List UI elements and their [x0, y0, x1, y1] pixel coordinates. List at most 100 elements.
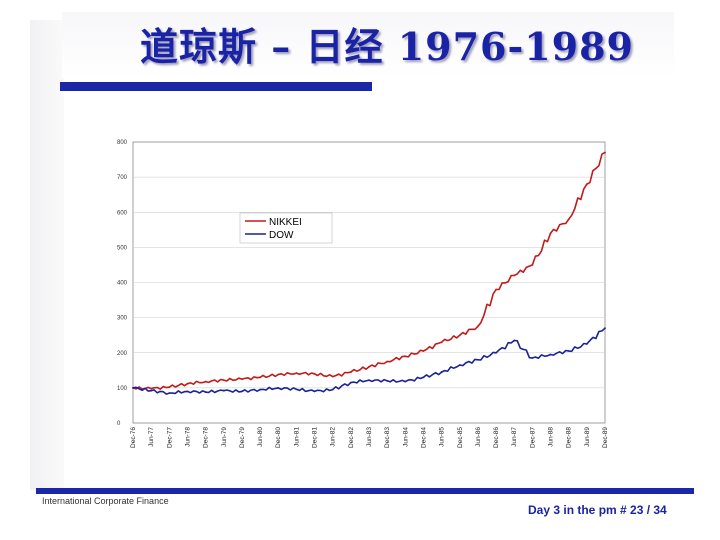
data-point-nikkei — [259, 376, 261, 379]
data-point-nikkei — [404, 355, 407, 358]
data-point-dow — [477, 358, 479, 361]
x-tick-label: Jun-78 — [184, 427, 191, 447]
y-tick-label: 0 — [117, 421, 121, 427]
x-axis-labels: Dec-76 Jun-77 Dec-77 Jun-78 Dec-78 Jun-79 Dec-… — [130, 427, 609, 448]
data-point-nikkei — [495, 288, 497, 291]
y-tick-label: 600 — [117, 210, 128, 216]
x-tick-label: Dec-79 — [239, 427, 246, 448]
footer-course-name: International Corporate Finance — [42, 496, 169, 506]
data-point-dow — [186, 390, 189, 393]
data-point-dow — [168, 392, 171, 395]
x-tick-label: Dec-82 — [348, 427, 355, 448]
data-point-nikkei — [477, 325, 479, 328]
chart-container: 0 100 200 300 400 500 600 700 800 Dec-76 Jun-77 De… — [108, 134, 609, 460]
data-point-dow — [404, 380, 407, 383]
gridlines — [133, 176, 605, 389]
x-tick-label: Dec-85 — [457, 427, 464, 448]
x-tick-label: Jun-85 — [439, 427, 446, 447]
x-tick-label: Dec-84 — [420, 427, 427, 448]
x-tick-label: Jun-81 — [293, 427, 300, 447]
legend-box — [239, 212, 333, 244]
data-point-nikkei — [277, 373, 280, 376]
data-point-dow — [241, 390, 243, 393]
data-point-dow — [549, 353, 552, 356]
data-point-dow — [458, 364, 461, 366]
data-point-dow — [368, 379, 370, 382]
x-tick-label: Jun-82 — [330, 427, 337, 447]
data-point-dow — [204, 391, 207, 393]
data-point-nikkei — [567, 218, 570, 221]
data-point-dow — [295, 388, 298, 391]
data-point-nikkei — [204, 380, 207, 383]
data-point-nikkei — [368, 365, 370, 368]
data-point-nikkei — [349, 371, 352, 373]
legend-label-nikkei: NIKKEI — [269, 217, 302, 228]
title-underline-bar — [60, 82, 372, 91]
data-point-nikkei — [549, 232, 552, 235]
data-point-nikkei — [531, 264, 534, 266]
footer-page-number: Day 3 in the pm # 23 / 34 — [528, 503, 667, 517]
x-tick-label: Jun-83 — [366, 427, 373, 447]
data-point-dow — [531, 357, 534, 359]
x-tick-label: Jun-89 — [584, 427, 591, 447]
x-tick-label: Dec-83 — [384, 427, 391, 448]
legend: NIKKEI DOW — [239, 212, 333, 244]
data-point-nikkei — [513, 274, 516, 277]
x-tick-label: Dec-76 — [130, 427, 137, 448]
data-point-dow — [277, 386, 280, 389]
data-point-dow — [604, 327, 606, 330]
data-point-nikkei — [604, 151, 606, 154]
data-point-nikkei — [386, 360, 389, 363]
series-lines — [132, 151, 606, 395]
decorative-side-panel — [30, 20, 64, 490]
x-tick-label: Jun-87 — [511, 427, 518, 447]
legend-label-dow: DOW — [269, 230, 294, 241]
x-tick-label: Dec-77 — [166, 427, 173, 448]
data-point-nikkei — [295, 372, 298, 375]
y-tick-label: 200 — [117, 351, 128, 357]
data-point-dow — [259, 388, 261, 391]
y-axis-labels: 0 100 200 300 400 500 600 700 800 — [117, 140, 128, 427]
data-point-nikkei — [313, 372, 316, 375]
data-point-dow — [313, 390, 316, 393]
y-tick-label: 400 — [117, 281, 128, 287]
footer-bar — [36, 488, 694, 494]
y-tick-label: 100 — [117, 386, 128, 392]
data-point-dow — [150, 389, 153, 392]
data-point-nikkei — [440, 341, 443, 344]
data-point-dow — [513, 339, 516, 342]
x-tick-label: Dec-78 — [203, 427, 210, 448]
x-tick-label: Dec-88 — [566, 427, 573, 448]
y-tick-label: 300 — [117, 316, 128, 322]
data-point-nikkei — [168, 386, 171, 389]
y-tick-label: 500 — [117, 245, 128, 251]
x-tick-label: Jun-88 — [548, 427, 555, 447]
data-point-nikkei — [241, 378, 243, 380]
data-point-dow — [386, 379, 389, 382]
x-tick-label: Dec-80 — [275, 427, 282, 448]
data-point-dow — [222, 389, 225, 392]
x-tick-label: Jun-77 — [148, 427, 155, 447]
data-point-nikkei — [186, 382, 189, 385]
decorative-title-panel — [62, 12, 674, 78]
data-point-dow — [349, 381, 352, 384]
data-point-nikkei — [458, 334, 461, 337]
data-point-nikkei — [150, 387, 153, 390]
data-point-nikkei — [331, 375, 334, 378]
data-point-nikkei — [422, 350, 425, 352]
x-tick-label: Dec-81 — [312, 427, 319, 448]
data-point-dow — [132, 386, 134, 389]
x-tick-label: Dec-86 — [493, 427, 500, 448]
x-tick-label: Dec-89 — [602, 427, 608, 448]
x-tick-label: Jun-86 — [475, 427, 482, 447]
data-point-dow — [331, 388, 334, 391]
x-tick-label: Jun-84 — [402, 427, 409, 447]
data-point-dow — [495, 351, 497, 354]
x-tick-label: Dec-87 — [529, 427, 536, 448]
x-tick-label: Jun-79 — [221, 427, 228, 447]
data-point-dow — [422, 376, 425, 379]
y-tick-label: 800 — [117, 140, 128, 146]
slide-title: 道琼斯 – 日经 1976-1989 — [140, 24, 634, 69]
data-point-nikkei — [585, 183, 588, 186]
